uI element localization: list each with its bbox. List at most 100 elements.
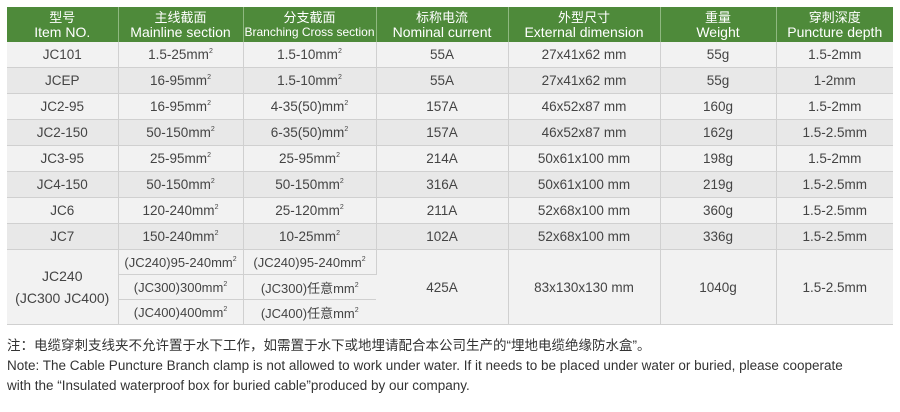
superscript: 2 xyxy=(336,152,340,159)
main-cell: (JC240)95-240mm2 xyxy=(118,249,244,275)
notes: 注：电缆穿刺支线夹不允许置于水下工作，如需置于水下或地埋请配合本公司生产的“埋地… xyxy=(7,336,843,396)
depth-cell: 1.5-2.5mm xyxy=(776,249,893,325)
branch-cell: 1.5-10mm2 xyxy=(243,67,377,94)
column-header: 型号 Item NO. xyxy=(7,7,119,42)
note-en-1: Note: The Cable Puncture Branch clamp is… xyxy=(7,358,843,373)
depth-cell: 1.5-2mm xyxy=(776,93,893,120)
table-row: (JC300)300mm2 (JC300)任意mm2 xyxy=(7,274,893,300)
dim-cell: 52x68x100 mm xyxy=(508,197,661,224)
weight-cell: 1040g xyxy=(660,249,777,325)
superscript: 2 xyxy=(207,100,211,107)
table-row: JC4-150 50-150mm2 50-150mm2 316A 50x61x1… xyxy=(7,171,893,198)
weight-cell: 198g xyxy=(660,145,777,172)
main-cell: 150-240mm2 xyxy=(118,223,244,250)
current-cell: 214A xyxy=(376,145,509,172)
main-cell: 120-240mm2 xyxy=(118,197,244,224)
main-cell: (JC400)400mm2 xyxy=(118,299,244,325)
dim-cell: 50x61x100 mm xyxy=(508,171,661,198)
superscript: 2 xyxy=(354,281,359,289)
table-row: JC3-95 25-95mm2 25-95mm2 214A 50x61x100 … xyxy=(7,145,893,172)
current-cell: 157A xyxy=(376,119,509,146)
branch-cell: (JC400)任意mm2 xyxy=(243,299,376,325)
item-cell: JC2-150 xyxy=(7,119,119,146)
superscript: 2 xyxy=(207,152,211,159)
superscript: 2 xyxy=(339,204,344,211)
main-cell: 1.5-25mm2 xyxy=(118,42,244,68)
depth-cell: 1-2mm xyxy=(776,67,893,94)
table-row: (JC400)400mm2 (JC400)任意mm2 xyxy=(7,299,893,325)
superscript: 2 xyxy=(208,48,213,55)
dim-cell: 46x52x87 mm xyxy=(508,93,661,120)
header-en: External dimension xyxy=(524,23,644,40)
depth-cell: 1.5-2.5mm xyxy=(776,223,893,250)
superscript: 2 xyxy=(207,74,211,81)
dim-cell: 46x52x87 mm xyxy=(508,119,661,146)
weight-cell: 55g xyxy=(660,42,777,68)
item-cell: JC2-95 xyxy=(7,93,119,120)
table-row: JCEP 16-95mm2 1.5-10mm2 55A 27x41x62 mm … xyxy=(7,67,893,94)
header-cn: 型号 xyxy=(49,9,76,25)
superscript: 2 xyxy=(344,100,349,107)
item-line: (JC300 JC400) xyxy=(15,290,110,306)
superscript: 2 xyxy=(223,280,228,288)
branch-cell: (JC240)95-240mm2 xyxy=(243,249,377,275)
dim-cell: 83x130x130 mm xyxy=(508,249,661,325)
branch-cell: 25-120mm2 xyxy=(243,197,377,224)
header-en: Item NO. xyxy=(34,23,91,40)
table-row: JC6 120-240mm2 25-120mm2 211A 52x68x100 … xyxy=(7,197,893,224)
depth-cell: 1.5-2.5mm xyxy=(776,119,893,146)
branch-cell: (JC300)任意mm2 xyxy=(243,274,376,300)
column-header: 穿刺深度 Puncture depth xyxy=(776,7,893,42)
superscript: 2 xyxy=(339,178,344,185)
current-cell: 211A xyxy=(376,197,509,224)
header-en: Weight xyxy=(696,23,740,40)
superscript: 2 xyxy=(210,126,215,133)
superscript: 2 xyxy=(354,306,359,314)
header-en: Puncture depth xyxy=(787,23,883,40)
weight-cell: 219g xyxy=(660,171,777,198)
current-cell: 316A xyxy=(376,171,509,198)
superscript: 2 xyxy=(337,74,342,81)
depth-cell: 1.5-2.5mm xyxy=(776,197,893,224)
superscript: 2 xyxy=(336,230,340,237)
dim-cell: 27x41x62 mm xyxy=(508,42,661,68)
item-line: JC240 xyxy=(42,268,83,284)
dim-cell: 50x61x100 mm xyxy=(508,145,661,172)
item-cell: JC4-150 xyxy=(7,171,119,198)
superscript: 2 xyxy=(337,48,342,55)
current-cell: 55A xyxy=(376,42,509,68)
header-cn: 标称电流 xyxy=(415,9,468,25)
weight-cell: 336g xyxy=(660,223,777,250)
column-header: 外型尺寸 External dimension xyxy=(508,7,661,42)
branch-cell: 25-95mm2 xyxy=(243,145,377,172)
column-header: 主线截面 Mainline section xyxy=(118,7,244,42)
item-cell: JC7 xyxy=(7,223,119,250)
header-en: Nominal current xyxy=(392,23,492,40)
header-en: Branching Cross section xyxy=(244,24,375,39)
branch-cell: 4-35(50)mm2 xyxy=(243,93,377,120)
header-cn: 重量 xyxy=(704,9,731,25)
current-cell: 102A xyxy=(376,223,509,250)
superscript: 2 xyxy=(361,255,366,263)
branch-cell: 1.5-10mm2 xyxy=(243,42,377,68)
superscript: 2 xyxy=(223,305,228,313)
column-header: 重量 Weight xyxy=(660,7,777,42)
column-header: 标称电流 Nominal current xyxy=(376,7,509,42)
dim-cell: 52x68x100 mm xyxy=(508,223,661,250)
item-cell: JCEP xyxy=(7,67,119,94)
depth-cell: 1.5-2mm xyxy=(776,42,893,68)
main-cell: 25-95mm2 xyxy=(118,145,244,172)
weight-cell: 360g xyxy=(660,197,777,224)
superscript: 2 xyxy=(210,178,215,185)
branch-cell: 50-150mm2 xyxy=(243,171,377,198)
current-cell: 157A xyxy=(376,93,509,120)
item-cell: JC240 (JC300 JC400) xyxy=(7,249,119,325)
branch-cell: 6-35(50)mm2 xyxy=(243,119,377,146)
current-cell: 425A xyxy=(376,249,509,325)
table-row: JC2-95 16-95mm2 4-35(50)mm2 157A 46x52x8… xyxy=(7,93,893,120)
weight-cell: 160g xyxy=(660,93,777,120)
spec-table: 型号 Item NO. 主线截面 Mainline section 分支截面 Branch… xyxy=(7,7,893,325)
header-cn: 穿刺深度 xyxy=(808,9,861,25)
table-row: JC7 150-240mm2 10-25mm2 102A 52x68x100 m… xyxy=(7,223,893,250)
header-cn: 外型尺寸 xyxy=(557,9,610,25)
